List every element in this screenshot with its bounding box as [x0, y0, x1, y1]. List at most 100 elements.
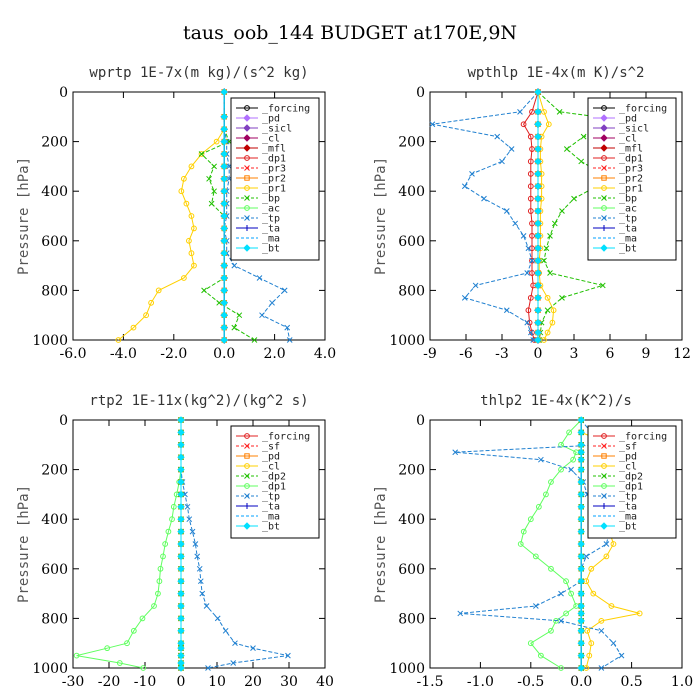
data-point — [208, 200, 215, 207]
data-point — [534, 336, 542, 344]
legend-marker — [244, 175, 250, 181]
legend-label: _bp — [619, 194, 637, 205]
data-point — [577, 515, 585, 523]
data-point — [548, 565, 554, 572]
data-point — [250, 645, 256, 652]
x-tick-label: -3 — [495, 346, 509, 362]
data-point — [534, 306, 542, 314]
data-point — [568, 466, 574, 473]
data-point — [177, 614, 185, 623]
legend-label: _forcing — [262, 104, 310, 115]
legend-label: _pd — [619, 114, 637, 125]
data-point — [269, 299, 275, 306]
data-point — [177, 441, 185, 449]
data-point — [532, 553, 539, 560]
series-line-pr1 — [118, 92, 225, 341]
legend-label: _dp2 — [619, 472, 643, 483]
series-line-tp — [432, 91, 539, 341]
data-point — [544, 294, 551, 301]
data-point — [577, 465, 585, 474]
data-point — [520, 528, 527, 535]
legend-marker — [244, 205, 250, 211]
legend-label: _pr1 — [619, 184, 643, 195]
data-point — [188, 213, 195, 219]
data-point — [220, 113, 228, 121]
data-point — [577, 448, 585, 456]
data-point — [220, 311, 228, 319]
data-point — [177, 465, 185, 474]
legend-label: _ta — [262, 224, 280, 235]
x-tick-label: 3 — [570, 346, 579, 362]
panel-1: wprtp 1E-7x(m kg)/(s^2 kg) Pressure [hPa]… — [16, 65, 336, 362]
data-point — [534, 120, 542, 128]
data-point — [457, 610, 464, 617]
data-point — [580, 133, 587, 140]
legend-marker — [244, 165, 250, 171]
legend-marker — [601, 463, 607, 469]
data-point — [534, 108, 542, 116]
series-line-pr1 — [537, 91, 555, 341]
data-point — [541, 257, 547, 264]
legend-marker — [244, 195, 250, 201]
legend-label: _ma — [619, 512, 637, 523]
data-point — [503, 208, 510, 214]
data-point — [220, 261, 228, 270]
legend-marker — [601, 483, 607, 489]
data-point — [191, 225, 197, 232]
data-point — [116, 660, 123, 666]
data-point — [73, 652, 80, 659]
legend-label: _dp1 — [619, 154, 643, 165]
data-point — [534, 157, 542, 166]
data-point — [251, 337, 258, 343]
data-point — [577, 627, 585, 635]
data-point — [527, 195, 534, 202]
data-point — [568, 590, 575, 597]
legend-label: _sicl — [262, 124, 292, 135]
data-point — [586, 652, 593, 659]
legend-label: _bt — [619, 244, 637, 255]
data-point — [214, 615, 221, 622]
data-point — [194, 553, 201, 560]
y-tick-label: 800 — [41, 611, 68, 627]
legend-marker — [601, 195, 607, 201]
data-point — [124, 640, 130, 647]
legend-label: _sf — [619, 442, 637, 453]
x-tick-label: -20 — [98, 674, 121, 690]
x-tick-label: 0 — [534, 346, 543, 362]
data-point — [543, 245, 550, 252]
data-point — [183, 200, 190, 207]
x-tick-label: -0.5 — [517, 674, 544, 690]
data-point — [177, 664, 185, 672]
data-point — [165, 528, 172, 535]
data-point — [259, 312, 265, 319]
x-tick-label: -9 — [423, 346, 437, 362]
legend-label: _pr1 — [262, 184, 286, 195]
data-point — [534, 244, 542, 252]
y-tick-label: 400 — [41, 184, 68, 200]
data-point — [534, 182, 542, 190]
y-tick-label: 1000 — [389, 333, 425, 349]
data-point — [206, 175, 212, 182]
data-point — [156, 578, 163, 585]
data-point — [525, 307, 532, 314]
data-point — [130, 627, 137, 634]
data-point — [220, 323, 228, 332]
y-tick-label: 0 — [59, 85, 68, 101]
data-point — [155, 287, 162, 294]
legend-label: _mfl — [262, 144, 286, 155]
x-tick-label: -4.0 — [110, 346, 137, 362]
data-point — [608, 603, 615, 609]
y-tick-label: 200 — [41, 463, 68, 479]
legend-label: _forcing — [262, 432, 310, 443]
data-point — [177, 490, 185, 499]
legend-label: _dp1 — [619, 482, 643, 493]
data-point — [199, 590, 206, 597]
y-tick-label: 0 — [416, 85, 425, 101]
legend-label: _bt — [262, 244, 280, 255]
data-point — [578, 158, 585, 165]
legend-marker — [601, 205, 607, 211]
legend-marker — [244, 493, 250, 499]
legend-marker — [244, 453, 250, 459]
plot-frame — [429, 91, 683, 341]
data-point — [577, 617, 585, 625]
